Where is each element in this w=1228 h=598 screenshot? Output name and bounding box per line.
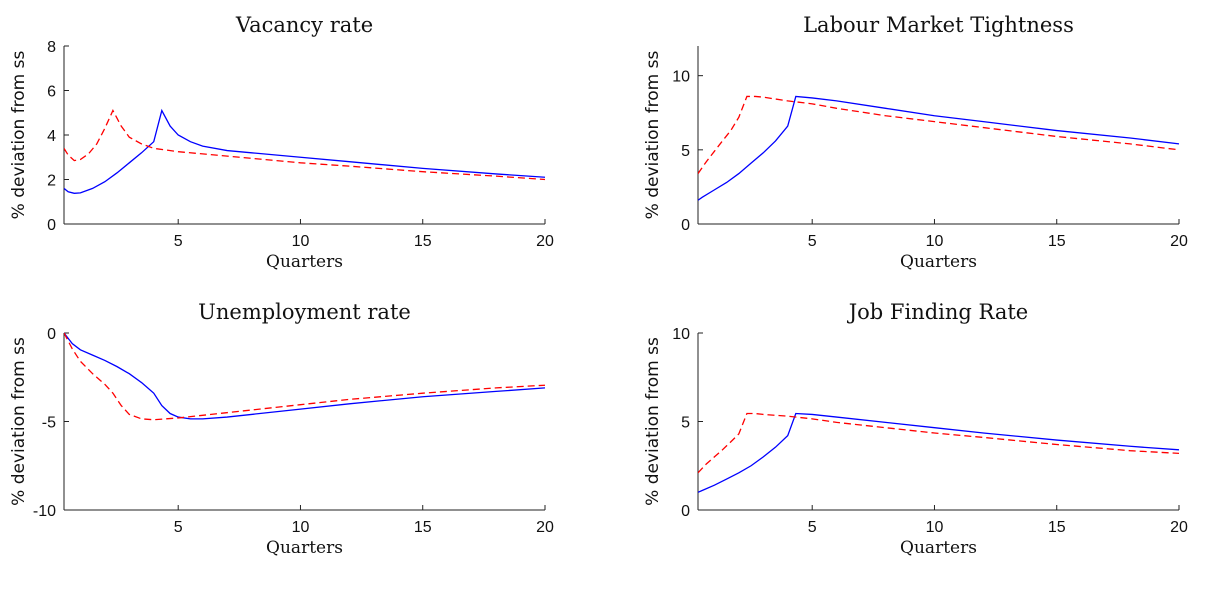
y-tick-label: 6	[47, 84, 56, 101]
y-tick-label: 10	[672, 326, 690, 343]
y-axis-label: % deviation from ss	[9, 337, 29, 506]
y-tick-label: 0	[681, 217, 690, 234]
x-tick-label: 5	[174, 519, 183, 536]
x-tick-label: 5	[808, 519, 817, 536]
x-tick-label: 20	[1170, 233, 1188, 250]
y-tick-label: -10	[33, 503, 56, 520]
x-tick-label: 20	[1170, 519, 1188, 536]
series-line-solid	[64, 108, 546, 194]
y-tick-label: 5	[681, 143, 690, 160]
x-tick-label: 10	[926, 233, 944, 250]
y-tick-label: 0	[47, 326, 56, 343]
chart-title: Unemployment rate	[198, 300, 411, 324]
y-tick-label: 5	[681, 415, 690, 432]
y-tick-label: 2	[47, 173, 56, 190]
x-tick-label: 15	[1048, 233, 1066, 250]
x-tick-label: 5	[808, 233, 817, 250]
subplot-4: Job Finding Rate 5 10 15 20 0 5 10 Quarters % dev…	[643, 300, 1188, 558]
y-tick-label: 4	[47, 128, 56, 145]
x-tick-label: 15	[414, 233, 432, 250]
y-tick-label: 10	[672, 69, 690, 86]
series-line-solid	[698, 412, 1180, 493]
y-tick-label: -5	[42, 415, 56, 432]
series-line-solid	[64, 332, 546, 420]
x-tick-label: 5	[174, 233, 183, 250]
chart-title: Labour Market Tightness	[803, 13, 1074, 37]
x-tick-label: 10	[292, 233, 310, 250]
x-axis-label: Quarters	[900, 538, 977, 558]
x-tick-label: 10	[926, 519, 944, 536]
series-line-solid	[698, 95, 1180, 201]
chart-title: Vacancy rate	[235, 13, 373, 37]
x-tick-label: 20	[536, 519, 554, 536]
x-axis-label: Quarters	[266, 252, 343, 272]
series-line-dashed	[698, 95, 1180, 174]
x-axis-label: Quarters	[266, 538, 343, 558]
subplot-1: Vacancy rate 5 10 15 20 0 2 4 6 8 Quarters % deviat…	[9, 13, 554, 272]
chart-title: Job Finding Rate	[847, 300, 1028, 324]
x-tick-label: 20	[536, 233, 554, 250]
x-tick-label: 10	[292, 519, 310, 536]
subplot-3: Unemployment rate 5 10 15 20 -10 -5 0 Quarters % …	[9, 300, 554, 558]
x-tick-label: 15	[1048, 519, 1066, 536]
y-axis-label: % deviation from ss	[9, 51, 29, 220]
y-tick-label: 0	[47, 217, 56, 234]
y-axis-label: % deviation from ss	[643, 337, 663, 506]
x-tick-label: 15	[414, 519, 432, 536]
subplot-2: Labour Market Tightness 5 10 15 20 0 5 10 Quarte…	[643, 13, 1188, 272]
series-line-dashed	[64, 109, 546, 181]
y-axis-label: % deviation from ss	[643, 51, 663, 220]
x-axis-label: Quarters	[900, 252, 977, 272]
series-line-dashed	[64, 332, 546, 421]
series-line-dashed	[698, 412, 1180, 474]
y-tick-label: 8	[47, 39, 56, 56]
y-tick-label: 0	[681, 503, 690, 520]
